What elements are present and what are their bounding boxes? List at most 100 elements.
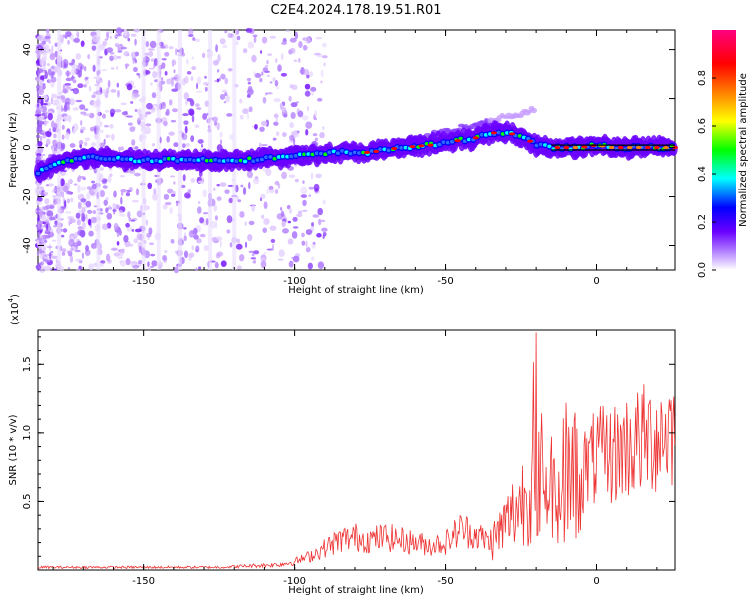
noise-blob <box>312 214 320 218</box>
noise-blob <box>42 94 48 101</box>
noise-blob <box>107 79 111 88</box>
noise-blob <box>247 234 253 242</box>
noise-blob <box>75 258 82 262</box>
noise-blob <box>289 122 295 129</box>
noise-blob <box>116 55 122 59</box>
noise-blob <box>224 77 229 85</box>
noise-blob <box>42 103 48 106</box>
noise-blob <box>322 199 326 205</box>
noise-blob <box>132 59 135 65</box>
noise-blob <box>305 121 313 129</box>
noise-blob <box>265 168 272 177</box>
noise-blob <box>226 215 233 224</box>
noise-blob <box>169 207 173 215</box>
noise-blob <box>164 249 168 254</box>
trace-peak <box>458 136 463 141</box>
trace-hot <box>508 132 515 136</box>
noise-blob <box>212 116 219 122</box>
noise-blob <box>67 179 72 184</box>
noise-blob <box>195 103 200 108</box>
noise-blob <box>165 108 170 116</box>
spectrogram-trace <box>34 120 678 184</box>
noise-blob <box>242 108 249 115</box>
noise-blob <box>308 186 315 190</box>
noise-blob <box>134 172 141 177</box>
noise-blob <box>183 192 191 199</box>
trace-hot <box>409 145 416 149</box>
noise-blob <box>99 263 104 267</box>
noise-blob <box>120 146 124 151</box>
spectrogram-panel: -150 -100 -50 0 -40 -20 0 20 40 Height of strai… <box>8 27 678 296</box>
noise-blob <box>67 267 71 270</box>
noise-blob <box>215 236 223 242</box>
noise-blob <box>229 242 233 248</box>
noise-blob <box>285 29 291 32</box>
noise-blob <box>44 130 52 137</box>
noise-blob <box>281 220 286 228</box>
noise-blob <box>34 113 42 117</box>
noise-blob <box>134 51 140 57</box>
noise-blob <box>80 198 87 203</box>
noise-blob <box>214 79 218 83</box>
noise-blob <box>151 260 158 267</box>
noise-blob <box>193 234 199 240</box>
noise-blob <box>281 41 287 45</box>
noise-blob <box>86 192 91 200</box>
noise-blob <box>215 44 218 53</box>
noise-blob <box>99 142 106 148</box>
noise-blob <box>69 98 76 106</box>
noise-blob <box>219 38 226 45</box>
snr-y-ticks: 0.5 1.0 1.5 <box>22 336 675 557</box>
noise-blob <box>85 200 92 208</box>
noise-blob <box>202 189 208 198</box>
y-tick-label: -40 <box>22 237 33 253</box>
noise-blob <box>247 81 252 85</box>
noise-blob <box>253 71 256 77</box>
noise-blob <box>73 37 80 44</box>
y-tick-label: 1.5 <box>22 356 33 372</box>
noise-blob <box>109 35 112 39</box>
noise-blob <box>36 239 40 245</box>
noise-blob <box>88 218 92 226</box>
noise-blob <box>106 134 111 138</box>
noise-blob <box>261 36 268 44</box>
noise-blob <box>71 64 79 69</box>
noise-blob <box>91 180 96 184</box>
noise-blob <box>119 214 126 217</box>
noise-blob <box>118 146 121 152</box>
noise-blob <box>134 108 138 113</box>
noise-blob <box>252 250 260 255</box>
noise-blob <box>88 263 94 271</box>
noise-blob <box>202 113 208 120</box>
noise-blob <box>202 81 210 86</box>
noise-blob <box>297 210 303 215</box>
noise-blob <box>51 239 57 242</box>
trace-hot <box>472 136 479 140</box>
noise-blob <box>162 101 166 107</box>
noise-blob <box>319 132 325 139</box>
noise-blob <box>64 31 70 38</box>
noise-blob <box>204 75 207 79</box>
noise-blob <box>81 221 86 230</box>
noise-blob <box>48 77 52 85</box>
noise-blob <box>281 171 288 180</box>
trace-peak <box>120 157 125 161</box>
noise-blob <box>314 187 319 193</box>
noise-blob <box>248 220 255 226</box>
noise-blob <box>311 222 314 227</box>
noise-blob <box>274 180 280 186</box>
noise-blob <box>128 215 131 223</box>
noise-blob <box>84 141 88 147</box>
noise-blob <box>293 137 296 146</box>
noise-blob <box>125 191 131 197</box>
noise-blob <box>315 173 322 179</box>
noise-blob <box>42 83 46 86</box>
noise-blob <box>236 265 242 270</box>
noise-streak <box>156 30 161 270</box>
noise-blob <box>146 102 153 110</box>
noise-blob <box>145 123 152 127</box>
noise-blob <box>40 250 45 254</box>
noise-blob <box>275 131 280 137</box>
noise-blob <box>288 95 292 102</box>
